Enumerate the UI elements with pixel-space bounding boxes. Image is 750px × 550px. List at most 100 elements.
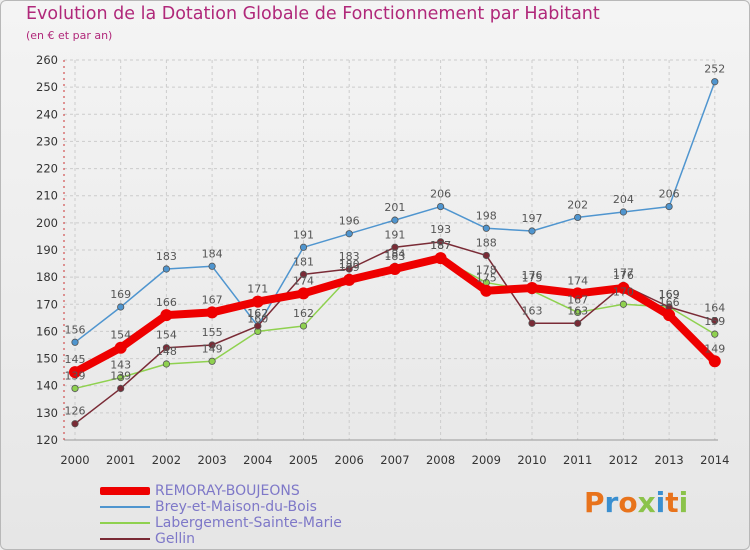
data-label: 187 <box>430 239 451 252</box>
y-tick-label: 210 <box>36 189 58 203</box>
data-point <box>617 282 630 294</box>
data-point <box>71 420 79 428</box>
data-label: 252 <box>704 63 725 76</box>
x-tick-label: 2012 <box>609 453 638 467</box>
data-label: 143 <box>110 359 131 372</box>
legend-label: REMORAY-BOUJEONS <box>155 483 300 499</box>
data-point <box>619 300 628 308</box>
data-label: 167 <box>202 293 223 306</box>
x-tick-label: 2002 <box>152 453 181 467</box>
data-point <box>436 238 445 246</box>
data-label: 176 <box>522 269 543 282</box>
data-point <box>208 357 216 365</box>
y-tick-label: 140 <box>36 379 58 393</box>
data-label: 145 <box>65 353 86 366</box>
data-point <box>711 330 719 338</box>
data-label: 149 <box>202 342 223 355</box>
data-point <box>711 316 719 325</box>
logo-letter: i <box>655 486 666 519</box>
data-label: 154 <box>156 329 177 342</box>
data-label: 126 <box>65 405 86 418</box>
data-label: 204 <box>613 193 634 206</box>
data-label: 175 <box>522 272 543 285</box>
data-point <box>299 270 308 279</box>
data-point <box>574 308 582 317</box>
data-point <box>206 306 219 319</box>
x-tick-label: 2009 <box>472 453 501 467</box>
data-label: 184 <box>384 247 405 260</box>
x-tick-label: 2007 <box>380 453 409 467</box>
y-tick-label: 260 <box>36 53 58 67</box>
data-label: 193 <box>430 223 451 236</box>
x-tick-label: 2000 <box>60 453 89 467</box>
proxiti-logo: Proxiti <box>584 486 688 519</box>
chart-subtitle: (en € et par an) <box>26 29 113 42</box>
data-point <box>711 78 719 86</box>
data-point <box>480 284 493 297</box>
data-point <box>114 341 127 354</box>
data-label: 183 <box>156 250 177 263</box>
data-label: 148 <box>156 345 177 358</box>
x-tick-label: 2005 <box>289 453 318 467</box>
data-label: 191 <box>293 228 314 241</box>
data-label: 154 <box>110 329 131 342</box>
data-point <box>391 243 399 251</box>
y-tick-label: 160 <box>36 324 58 338</box>
legend-swatch <box>100 487 150 495</box>
data-point <box>665 202 673 211</box>
x-tick-label: 2008 <box>426 453 455 467</box>
data-point <box>160 309 173 322</box>
chart-title: Evolution de la Dotation Globale de Fonc… <box>26 4 600 24</box>
data-label: 178 <box>476 264 497 277</box>
data-point <box>71 384 79 393</box>
data-label: 169 <box>659 288 680 301</box>
data-label: 167 <box>567 293 588 306</box>
data-point <box>343 273 356 286</box>
data-point <box>297 287 310 300</box>
y-tick-label: 150 <box>36 352 58 366</box>
data-point <box>619 208 628 216</box>
data-label: 180 <box>339 258 360 271</box>
data-point <box>526 282 538 294</box>
data-label: 162 <box>247 307 268 320</box>
data-point <box>345 230 353 238</box>
data-point <box>528 227 536 235</box>
x-tick-label: 2013 <box>654 453 683 467</box>
x-tick-label: 2010 <box>517 453 546 467</box>
data-label: 170 <box>613 285 634 298</box>
data-point <box>436 202 445 211</box>
data-point <box>574 319 582 327</box>
logo-letter: t <box>665 486 679 519</box>
data-label: 175 <box>476 272 497 285</box>
x-tick-label: 2006 <box>335 453 364 467</box>
data-point <box>117 303 125 311</box>
data-label: 176 <box>613 269 634 282</box>
data-label: 162 <box>293 307 314 320</box>
data-point <box>708 355 721 368</box>
x-tick-label: 2003 <box>197 453 226 467</box>
data-label: 202 <box>567 198 588 211</box>
data-label: 183 <box>384 250 405 263</box>
x-tick-label: 2014 <box>700 453 729 467</box>
data-label: 163 <box>522 304 543 317</box>
data-label: 166 <box>659 296 680 309</box>
legend-label: Brey-et-Maison-du-Bois <box>155 499 317 515</box>
data-point <box>117 384 125 393</box>
data-label: 163 <box>567 304 588 317</box>
data-label: 179 <box>339 261 360 274</box>
legend-swatch <box>100 522 150 524</box>
logo-letter: o <box>618 486 638 519</box>
data-label: 156 <box>65 323 86 336</box>
y-tick-label: 190 <box>36 243 58 257</box>
data-label: 155 <box>202 326 223 339</box>
data-point <box>345 265 353 273</box>
data-point <box>299 322 308 330</box>
data-point <box>391 216 399 224</box>
data-point <box>71 338 79 346</box>
data-point <box>528 319 536 327</box>
data-point <box>162 344 170 352</box>
data-point <box>162 265 170 273</box>
y-tick-label: 240 <box>36 107 58 121</box>
